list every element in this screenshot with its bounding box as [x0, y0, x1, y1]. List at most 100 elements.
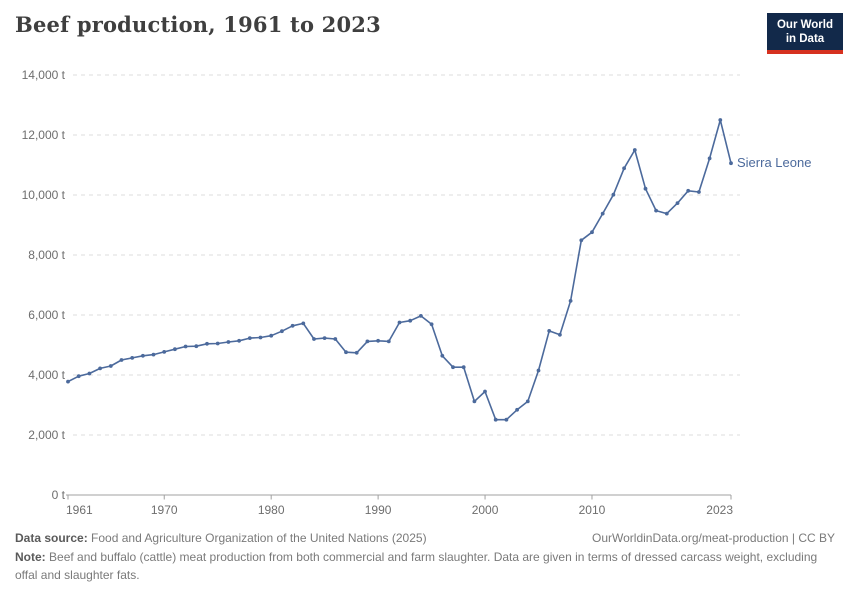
data-point[interactable]: [622, 166, 626, 171]
data-point[interactable]: [525, 399, 530, 404]
data-point[interactable]: [451, 365, 455, 370]
x-tick-label: 1961: [66, 503, 93, 517]
data-point[interactable]: [258, 335, 263, 340]
y-tick-label: 6,000 t: [28, 308, 65, 322]
data-point[interactable]: [429, 322, 434, 327]
data-point[interactable]: [247, 336, 252, 340]
data-point[interactable]: [472, 399, 477, 404]
data-point[interactable]: [729, 161, 733, 166]
data-point[interactable]: [205, 341, 209, 346]
data-point[interactable]: [515, 407, 519, 412]
data-point[interactable]: [98, 366, 102, 371]
series-path: [67, 119, 732, 421]
data-point[interactable]: [269, 333, 274, 338]
data-point[interactable]: [141, 353, 145, 358]
data-point[interactable]: [611, 192, 616, 197]
y-axis-labels: 0 t 2,000 t 4,000 t 6,000 t 8,000 t 10,000 t 1…: [22, 68, 66, 502]
footer-link[interactable]: OurWorldinData.org/meat-production | CC …: [592, 531, 835, 545]
data-source-text: Food and Agriculture Organization of the…: [91, 531, 427, 545]
data-source-row: Data source: Food and Agriculture Organi…: [15, 530, 427, 547]
data-point[interactable]: [579, 238, 584, 243]
data-point[interactable]: [119, 358, 124, 362]
data-point[interactable]: [600, 211, 605, 216]
footer-note: Note: Beef and buffalo (cattle) meat pro…: [15, 549, 820, 584]
data-point[interactable]: [226, 340, 231, 344]
x-tick-label: 1980: [258, 503, 285, 517]
data-point[interactable]: [397, 320, 402, 325]
data-point[interactable]: [66, 379, 70, 384]
data-point[interactable]: [237, 338, 242, 343]
data-point[interactable]: [643, 186, 648, 191]
data-point[interactable]: [718, 118, 723, 122]
data-point[interactable]: [408, 318, 413, 323]
data-point[interactable]: [344, 350, 348, 355]
line-series: [66, 118, 733, 422]
data-point[interactable]: [504, 417, 509, 422]
data-point[interactable]: [301, 321, 306, 326]
data-point[interactable]: [483, 389, 487, 394]
owid-logo-red-strip: [767, 50, 843, 54]
data-point[interactable]: [664, 211, 669, 216]
x-tick-label: 1970: [151, 503, 178, 517]
data-point[interactable]: [558, 332, 562, 337]
data-point[interactable]: [686, 188, 691, 193]
chart-canvas[interactable]: 0 t 2,000 t 4,000 t 6,000 t 8,000 t 10,000 t 1…: [0, 0, 850, 525]
y-tick-label: 12,000 t: [22, 128, 66, 142]
data-point[interactable]: [419, 314, 423, 318]
y-tick-label: 10,000 t: [22, 188, 66, 202]
y-tick-label: 4,000 t: [28, 368, 65, 382]
data-point[interactable]: [312, 337, 316, 341]
data-point[interactable]: [162, 350, 167, 354]
data-point[interactable]: [386, 339, 391, 344]
data-point[interactable]: [632, 148, 637, 152]
owid-logo-text: Our World in Data: [767, 13, 843, 50]
data-point[interactable]: [183, 344, 188, 349]
owid-logo[interactable]: Our World in Data: [767, 13, 843, 54]
data-point[interactable]: [130, 356, 135, 360]
data-point[interactable]: [547, 329, 552, 333]
data-point[interactable]: [536, 368, 541, 373]
data-point[interactable]: [440, 353, 445, 358]
data-point[interactable]: [215, 341, 220, 346]
data-point[interactable]: [322, 336, 327, 340]
data-point[interactable]: [697, 190, 701, 194]
data-point[interactable]: [173, 347, 177, 352]
data-point[interactable]: [280, 329, 284, 334]
data-point[interactable]: [290, 323, 295, 328]
data-point[interactable]: [568, 299, 573, 303]
data-point[interactable]: [194, 344, 199, 349]
note-text: Beef and buffalo (cattle) meat productio…: [15, 550, 818, 582]
y-tick-label: 0 t: [52, 488, 66, 502]
data-point[interactable]: [654, 208, 658, 213]
data-point[interactable]: [354, 350, 359, 355]
owid-logo-line1: Our World: [776, 19, 833, 31]
note-label: Note:: [15, 550, 46, 565]
data-point[interactable]: [675, 201, 680, 206]
data-point[interactable]: [493, 417, 498, 422]
y-tick-label: 2,000 t: [28, 428, 65, 442]
data-point[interactable]: [461, 365, 466, 370]
data-point[interactable]: [333, 337, 338, 341]
y-tick-label: 8,000 t: [28, 248, 65, 262]
page-title: Beef production, 1961 to 2023: [15, 12, 381, 37]
x-tick-label: 2010: [579, 503, 606, 517]
data-point[interactable]: [151, 352, 156, 357]
y-tick-label: 14,000 t: [22, 68, 66, 82]
x-tick-label: 1990: [365, 503, 392, 517]
data-point[interactable]: [87, 371, 92, 376]
data-point[interactable]: [108, 364, 113, 368]
x-axis: [66, 494, 732, 500]
data-point[interactable]: [707, 156, 712, 161]
x-tick-label: 2000: [472, 503, 499, 517]
x-tick-label: 2023: [706, 503, 733, 517]
owid-logo-line2: in Data: [785, 33, 825, 45]
data-point[interactable]: [76, 374, 81, 379]
data-point[interactable]: [376, 338, 380, 343]
entity-label: Sierra Leone: [737, 155, 811, 170]
x-axis-labels: 1961 1970 1980 1990 2000 2010 2023: [66, 503, 733, 517]
data-point[interactable]: [365, 339, 370, 344]
data-source-label: Data source:: [15, 531, 88, 545]
data-point[interactable]: [590, 230, 594, 235]
gridlines: [73, 74, 740, 436]
